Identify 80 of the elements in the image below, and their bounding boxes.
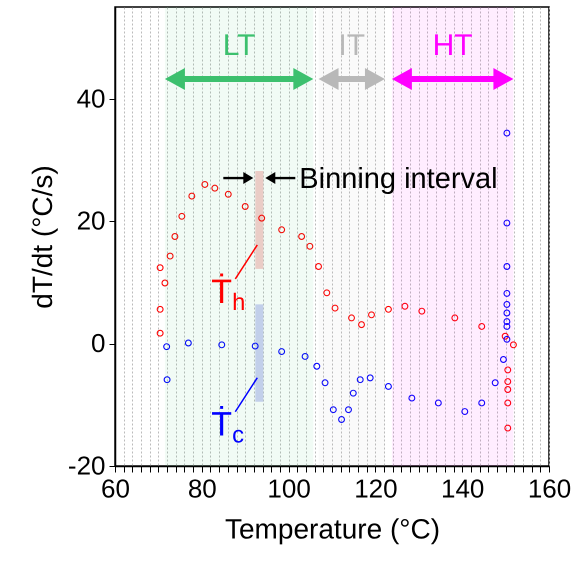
point xyxy=(163,343,170,350)
annotation: Ṫ$_{h}$ xyxy=(211,272,246,316)
y-tick-label: 40 xyxy=(76,83,106,114)
point xyxy=(298,233,306,240)
point xyxy=(224,190,232,198)
point xyxy=(313,362,320,370)
point xyxy=(338,416,346,423)
point xyxy=(478,323,486,330)
point xyxy=(503,130,510,137)
point xyxy=(384,306,392,313)
annotation: Binning interval xyxy=(299,163,498,196)
point xyxy=(242,203,249,210)
y-tick-label: 0 xyxy=(91,328,106,358)
point xyxy=(503,323,510,330)
point xyxy=(278,226,286,234)
point xyxy=(345,406,352,414)
point xyxy=(503,318,510,326)
point xyxy=(164,376,171,384)
point xyxy=(218,341,226,348)
point xyxy=(156,306,164,313)
point xyxy=(350,390,357,397)
point xyxy=(171,233,178,240)
point xyxy=(161,280,168,286)
point xyxy=(503,310,510,316)
point xyxy=(492,379,499,386)
point xyxy=(408,394,416,402)
point xyxy=(356,376,364,384)
x-tick-label: 120 xyxy=(354,474,398,504)
point xyxy=(178,212,186,220)
point xyxy=(166,252,174,260)
point xyxy=(252,342,259,350)
point xyxy=(503,300,510,308)
point xyxy=(201,181,208,188)
point xyxy=(184,340,192,346)
point xyxy=(401,302,408,310)
x-tick-label: 100 xyxy=(267,474,311,504)
point xyxy=(315,263,322,270)
point xyxy=(366,374,374,382)
band-label: LT xyxy=(222,29,256,62)
point xyxy=(156,264,164,272)
point xyxy=(330,406,337,414)
point xyxy=(322,379,329,386)
point xyxy=(188,192,196,200)
point xyxy=(156,330,164,337)
point xyxy=(503,336,510,343)
band-label: HT xyxy=(432,29,473,62)
x-tick-label: 160 xyxy=(528,474,572,504)
point xyxy=(478,400,486,406)
point xyxy=(384,382,392,390)
x-tick-label: 80 xyxy=(188,474,217,504)
point xyxy=(503,263,510,270)
point xyxy=(434,400,442,406)
x-tick-label: 140 xyxy=(441,474,484,504)
point xyxy=(418,308,426,315)
annotation: Ṫ$_{c}$ xyxy=(211,406,244,449)
point xyxy=(504,378,512,386)
point xyxy=(503,220,510,226)
point xyxy=(504,424,512,432)
point xyxy=(348,314,355,322)
y-axis-title: dT/dt (°C/s) xyxy=(26,165,58,309)
point xyxy=(461,408,468,415)
point xyxy=(358,321,365,328)
point xyxy=(306,242,314,250)
point xyxy=(258,214,266,222)
point xyxy=(323,289,330,296)
point xyxy=(503,290,510,297)
point xyxy=(500,356,507,363)
point xyxy=(510,341,517,348)
point xyxy=(504,400,512,406)
point xyxy=(278,348,286,356)
point xyxy=(332,304,339,312)
point xyxy=(502,332,509,340)
point xyxy=(451,314,458,322)
point xyxy=(211,184,218,192)
x-axis-title: Temperature (°C) xyxy=(224,514,440,544)
point xyxy=(504,386,512,393)
point xyxy=(302,352,309,360)
point xyxy=(368,311,375,318)
y-tick-label: 20 xyxy=(76,206,106,236)
point xyxy=(504,366,512,374)
